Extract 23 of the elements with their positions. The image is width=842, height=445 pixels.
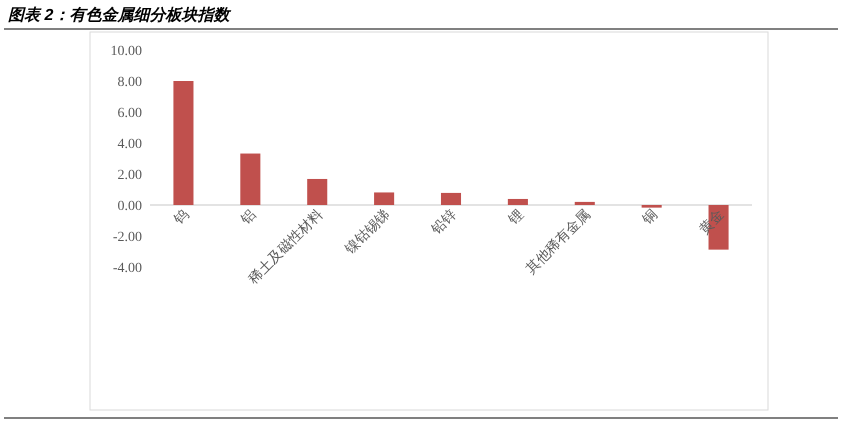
bar [240, 154, 260, 205]
y-tick-label: 8.00 [118, 75, 142, 90]
y-tick-label: -2.00 [112, 230, 142, 245]
x-tick-label: 黄金 [696, 206, 728, 238]
y-tick-label: 4.00 [118, 137, 142, 152]
chart-title: 图表 2：有色金属细分板块指数 [8, 6, 232, 24]
y-tick-label: 10.00 [110, 44, 142, 59]
x-tick-label: 铅锌 [428, 206, 460, 238]
y-tick-label: 0.00 [118, 199, 142, 214]
bar [642, 205, 662, 208]
bar [307, 178, 328, 205]
bar [574, 202, 595, 205]
x-tick-label: 铜 [638, 206, 660, 228]
y-tick-label: -4.00 [112, 261, 142, 276]
x-tick-label: 钨 [170, 206, 192, 228]
x-tick-label: 镍钴锡锑 [341, 206, 393, 258]
y-tick-label: 2.00 [118, 168, 142, 183]
y-tick-label: 6.00 [118, 106, 142, 121]
bar [508, 198, 528, 205]
bar [173, 81, 194, 205]
x-tick-label: 铝 [237, 206, 260, 228]
bar [440, 192, 462, 205]
bar [374, 192, 394, 205]
